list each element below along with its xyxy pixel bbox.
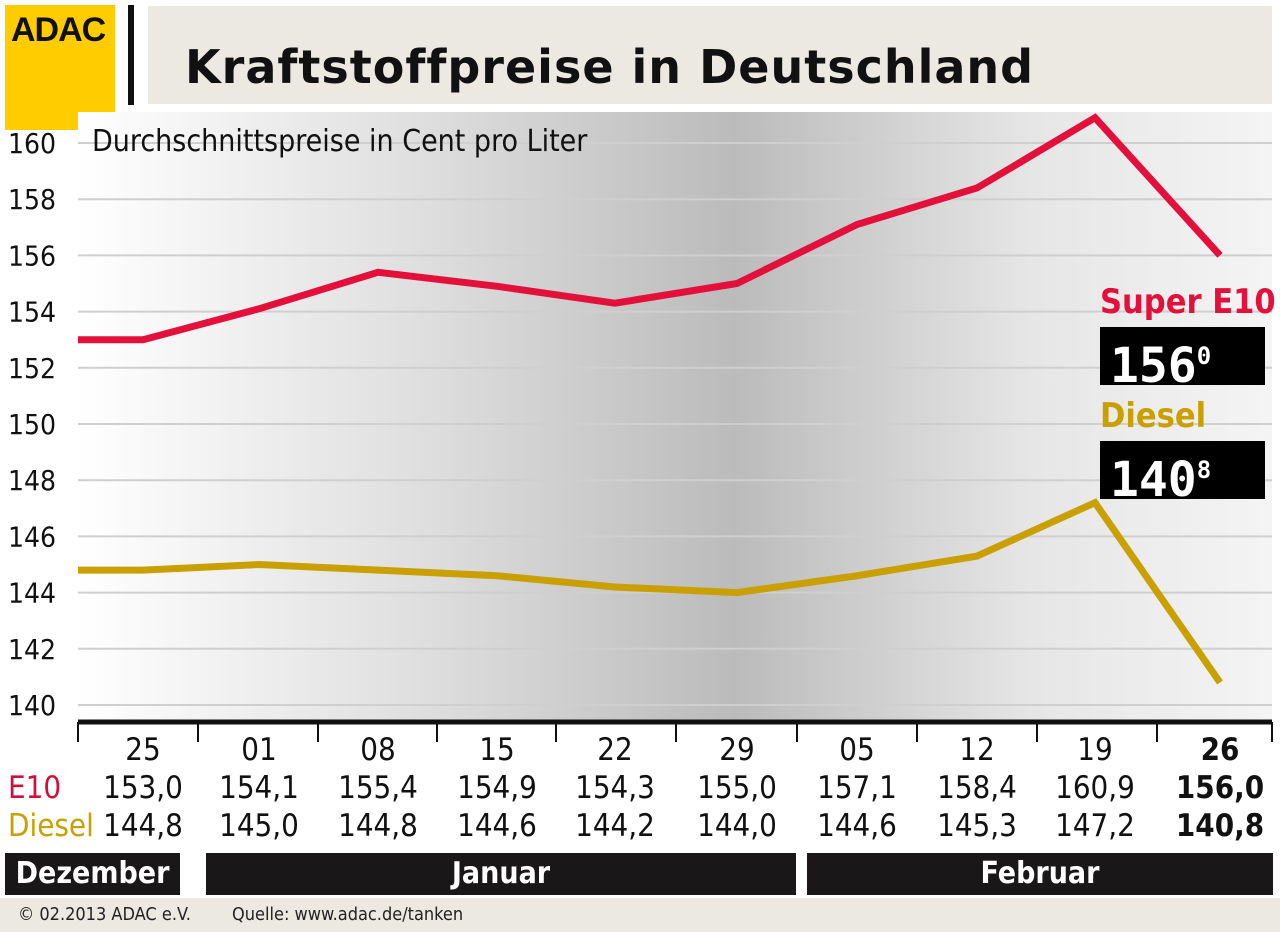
diesel-value: 144,0 xyxy=(697,808,777,844)
e10-value: 155,0 xyxy=(697,770,777,806)
x-tick-label: 05 xyxy=(839,732,875,768)
e10-display-main: 156 xyxy=(1110,338,1197,394)
y-tick-label: 148 xyxy=(8,464,56,497)
y-tick-label: 142 xyxy=(8,633,56,666)
e10-value: 158,4 xyxy=(937,770,1017,806)
x-tick-label: 22 xyxy=(597,732,633,768)
adac-logo: ADAC xyxy=(5,5,115,130)
x-tick-label: 19 xyxy=(1077,732,1113,768)
e10-price-display: 1560 xyxy=(1100,327,1265,394)
footer: © 02.2013 ADAC e.V. Quelle: www.adac.de/… xyxy=(0,898,1280,932)
copyright: © 02.2013 ADAC e.V. xyxy=(18,904,191,925)
diesel-value: 144,6 xyxy=(457,808,537,844)
legend-diesel: Diesel xyxy=(1100,396,1207,436)
e10-value: 156,0 xyxy=(1175,770,1265,806)
chart-title: Kraftstoffpreise in Deutschland xyxy=(185,40,1035,94)
x-tick-label: 29 xyxy=(719,732,755,768)
y-tick-label: 154 xyxy=(8,296,56,329)
legend-e10: Super E10 xyxy=(1100,282,1276,322)
diesel-display-main: 140 xyxy=(1110,452,1197,508)
source: Quelle: www.adac.de/tanken xyxy=(232,904,464,925)
diesel-value: 140,8 xyxy=(1175,808,1265,844)
y-tick-label: 140 xyxy=(8,689,56,722)
e10-value: 154,1 xyxy=(219,770,299,806)
y-tick-label: 150 xyxy=(8,408,56,441)
e10-display-sup: 0 xyxy=(1196,342,1212,370)
plot-background xyxy=(78,112,1272,722)
y-tick-label: 160 xyxy=(8,127,56,160)
month-dezember: Dezember xyxy=(5,853,180,895)
x-tick-label: 25 xyxy=(125,732,161,768)
month-februar: Februar xyxy=(807,853,1273,895)
diesel-value: 147,2 xyxy=(1055,808,1135,844)
row-label-diesel: Diesel xyxy=(8,808,94,844)
y-tick-label: 156 xyxy=(8,239,56,272)
diesel-display-sup: 8 xyxy=(1196,456,1212,484)
y-tick-label: 152 xyxy=(8,352,56,385)
diesel-value: 144,6 xyxy=(817,808,897,844)
divider xyxy=(128,5,134,105)
x-tick-label: 08 xyxy=(360,732,396,768)
e10-value: 160,9 xyxy=(1055,770,1135,806)
x-tick-label: 15 xyxy=(479,732,515,768)
header-band xyxy=(148,6,1272,104)
e10-value: 155,4 xyxy=(338,770,418,806)
y-tick-label: 158 xyxy=(8,183,56,216)
e10-value: 153,0 xyxy=(103,770,183,806)
y-tick-label: 144 xyxy=(8,577,56,610)
row-label-e10: E10 xyxy=(8,770,62,806)
e10-value: 154,9 xyxy=(457,770,537,806)
x-tick-label: 01 xyxy=(241,732,277,768)
diesel-value: 144,2 xyxy=(575,808,655,844)
diesel-value: 145,3 xyxy=(937,808,1017,844)
chart-subtitle: Durchschnittspreise in Cent pro Liter xyxy=(92,124,588,159)
x-tick-label: 12 xyxy=(959,732,995,768)
diesel-value: 144,8 xyxy=(338,808,418,844)
month-januar: Januar xyxy=(206,853,796,895)
e10-value: 157,1 xyxy=(817,770,897,806)
diesel-value: 144,8 xyxy=(103,808,183,844)
y-tick-label: 146 xyxy=(8,520,56,553)
e10-value: 154,3 xyxy=(575,770,655,806)
x-tick-label: 26 xyxy=(1200,732,1240,768)
diesel-value: 145,0 xyxy=(219,808,299,844)
diesel-price-display: 1408 xyxy=(1100,441,1265,508)
